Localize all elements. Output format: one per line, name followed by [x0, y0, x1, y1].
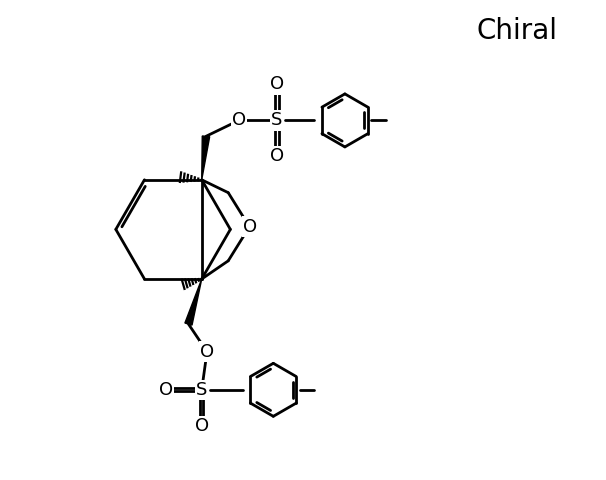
Text: O: O — [159, 381, 173, 399]
Text: O: O — [244, 218, 258, 236]
Polygon shape — [202, 136, 210, 180]
Text: O: O — [270, 147, 284, 166]
Text: O: O — [195, 417, 209, 435]
Text: O: O — [270, 75, 284, 93]
Text: Chiral: Chiral — [476, 17, 558, 45]
Text: O: O — [200, 343, 214, 360]
Text: S: S — [271, 111, 283, 130]
Polygon shape — [185, 279, 202, 325]
Text: S: S — [196, 381, 207, 399]
Text: O: O — [231, 111, 246, 130]
